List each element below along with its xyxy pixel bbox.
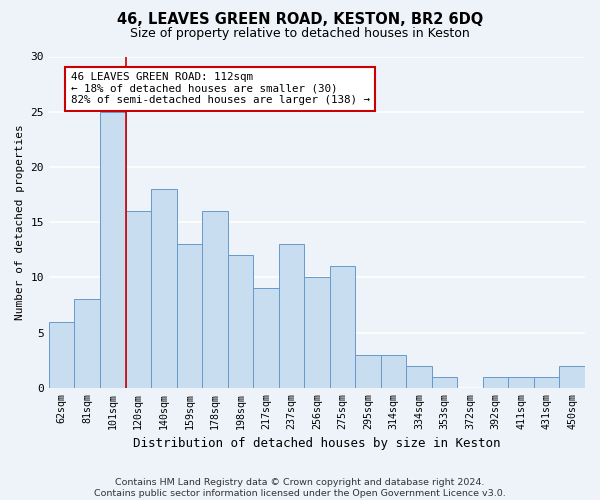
Bar: [278, 244, 304, 388]
Bar: [49, 322, 74, 388]
Bar: [406, 366, 432, 388]
Text: Contains HM Land Registry data © Crown copyright and database right 2024.
Contai: Contains HM Land Registry data © Crown c…: [94, 478, 506, 498]
Bar: [508, 377, 534, 388]
Bar: [534, 377, 559, 388]
Bar: [304, 278, 330, 388]
Bar: [100, 112, 125, 388]
Y-axis label: Number of detached properties: Number of detached properties: [15, 124, 25, 320]
Bar: [202, 211, 227, 388]
Bar: [381, 354, 406, 388]
Bar: [253, 288, 278, 388]
Bar: [125, 211, 151, 388]
X-axis label: Distribution of detached houses by size in Keston: Distribution of detached houses by size …: [133, 437, 501, 450]
Bar: [151, 189, 176, 388]
Bar: [355, 354, 381, 388]
Bar: [432, 377, 457, 388]
Text: Size of property relative to detached houses in Keston: Size of property relative to detached ho…: [130, 28, 470, 40]
Text: 46, LEAVES GREEN ROAD, KESTON, BR2 6DQ: 46, LEAVES GREEN ROAD, KESTON, BR2 6DQ: [117, 12, 483, 28]
Text: 46 LEAVES GREEN ROAD: 112sqm
← 18% of detached houses are smaller (30)
82% of se: 46 LEAVES GREEN ROAD: 112sqm ← 18% of de…: [71, 72, 370, 105]
Bar: [176, 244, 202, 388]
Bar: [559, 366, 585, 388]
Bar: [330, 266, 355, 388]
Bar: [483, 377, 508, 388]
Bar: [74, 300, 100, 388]
Bar: [227, 256, 253, 388]
